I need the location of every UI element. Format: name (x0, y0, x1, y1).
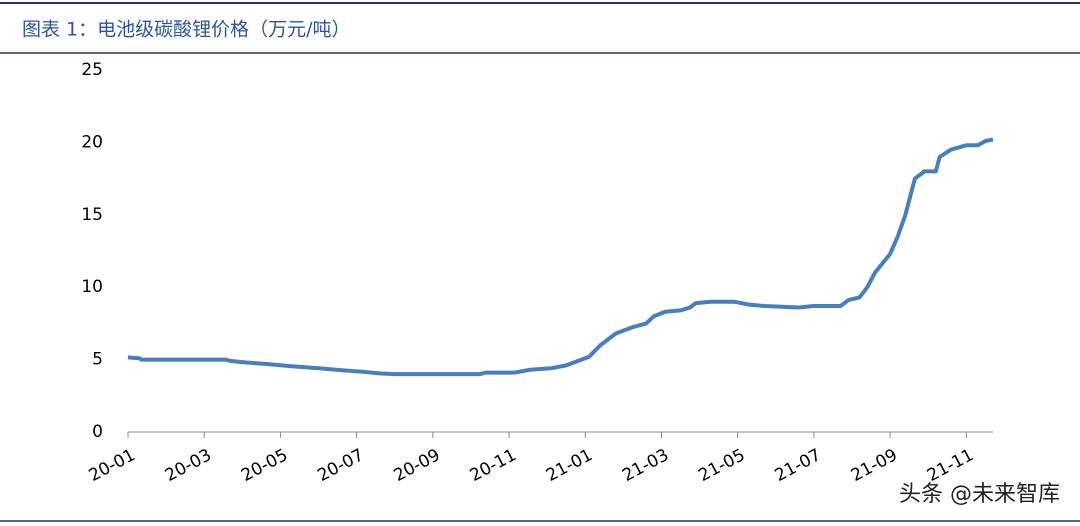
x-tick-label: 21-07 (772, 445, 825, 486)
y-tick-label: 0 (92, 422, 103, 442)
y-tick-label: 20 (81, 132, 103, 152)
y-tick-label: 10 (81, 277, 103, 297)
y-tick-label: 5 (92, 350, 103, 370)
x-tick-label: 20-09 (391, 445, 444, 486)
chart-title: 图表 1：电池级碳酸锂价格（万元/吨） (22, 19, 351, 41)
y-tick-label: 15 (81, 205, 103, 225)
x-tick-label: 21-03 (619, 445, 672, 486)
x-tick-label: 20-03 (162, 445, 215, 486)
x-tick-label: 20-01 (86, 445, 139, 486)
x-tick-label: 21-05 (695, 445, 748, 486)
watermark: 头条 @未来智库 (899, 482, 1060, 507)
y-tick-label: 25 (81, 60, 103, 80)
x-tick-label: 20-05 (238, 445, 291, 486)
x-tick-label: 21-11 (924, 445, 977, 486)
series-line (127, 137, 994, 377)
x-tick-label: 21-01 (543, 445, 596, 486)
x-tick-label: 20-07 (314, 445, 367, 486)
x-tick-label: 21-09 (848, 445, 901, 486)
x-tick-label: 20-11 (467, 445, 520, 486)
